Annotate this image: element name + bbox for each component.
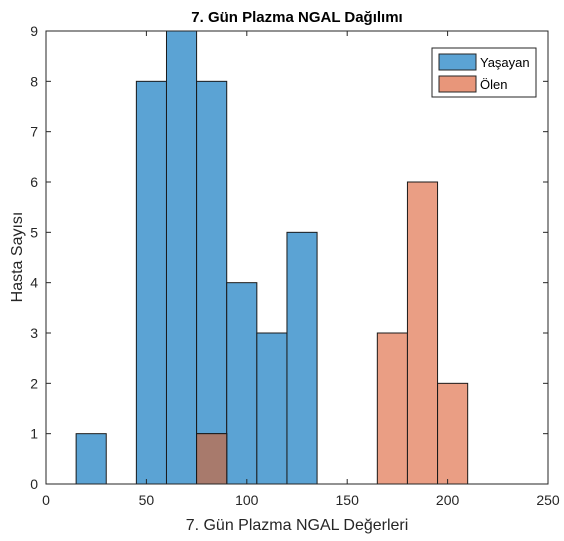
- bar-olen-3: [437, 382, 469, 485]
- x-axis: 0 50 100 150 200 250: [42, 31, 560, 508]
- bar-yasayan-0: [75, 433, 107, 485]
- y-tick-label: 3: [30, 325, 38, 341]
- chart-title: 7. Gün Plazma NGAL Dağılımı: [191, 9, 402, 26]
- bar-yasayan-3: [196, 80, 228, 485]
- y-tick-label: 7: [30, 124, 38, 140]
- bar-yasayan-2: [165, 30, 198, 485]
- bar-yasayan-5: [256, 332, 288, 485]
- x-tick-label: 0: [42, 492, 50, 508]
- y-tick-label: 1: [30, 426, 38, 442]
- y-axis-title: Hasta Sayısı: [9, 212, 26, 303]
- y-tick-label: 4: [30, 275, 38, 291]
- x-axis-title: 7. Gün Plazma NGAL Değerleri: [186, 517, 409, 534]
- bar-olen-1: [376, 332, 408, 485]
- x-tick-label: 50: [139, 492, 155, 508]
- legend-label-olen: Ölen: [480, 77, 507, 92]
- x-tick-label: 150: [336, 492, 360, 508]
- y-axis: 0 1 2 3 4 5 6 7 8 9: [30, 23, 548, 492]
- y-tick-label: 8: [30, 73, 38, 89]
- bar-yasayan-4: [226, 282, 258, 485]
- y-tick-label: 9: [30, 23, 38, 39]
- x-tick-label: 250: [536, 492, 560, 508]
- legend-swatch-olen: [438, 75, 477, 93]
- plot-area-frame: [45, 30, 549, 485]
- bar-overlap-0: [196, 433, 228, 485]
- x-tick-label: 200: [436, 492, 460, 508]
- y-tick-label: 0: [30, 476, 38, 492]
- legend-swatch-yasayan: [438, 53, 477, 71]
- legend: Yaşayan Ölen: [431, 47, 537, 98]
- y-tick-label: 6: [30, 174, 38, 190]
- y-tick-label: 5: [30, 224, 38, 240]
- x-tick-label: 100: [235, 492, 259, 508]
- histogram-bars: [75, 30, 469, 485]
- bar-olen-2: [406, 181, 439, 485]
- overlap-bars: [196, 433, 228, 485]
- bar-yasayan-6: [286, 231, 318, 485]
- y-tick-label: 2: [30, 375, 38, 391]
- legend-label-yasayan: Yaşayan: [480, 55, 530, 70]
- bar-yasayan-1: [135, 80, 167, 485]
